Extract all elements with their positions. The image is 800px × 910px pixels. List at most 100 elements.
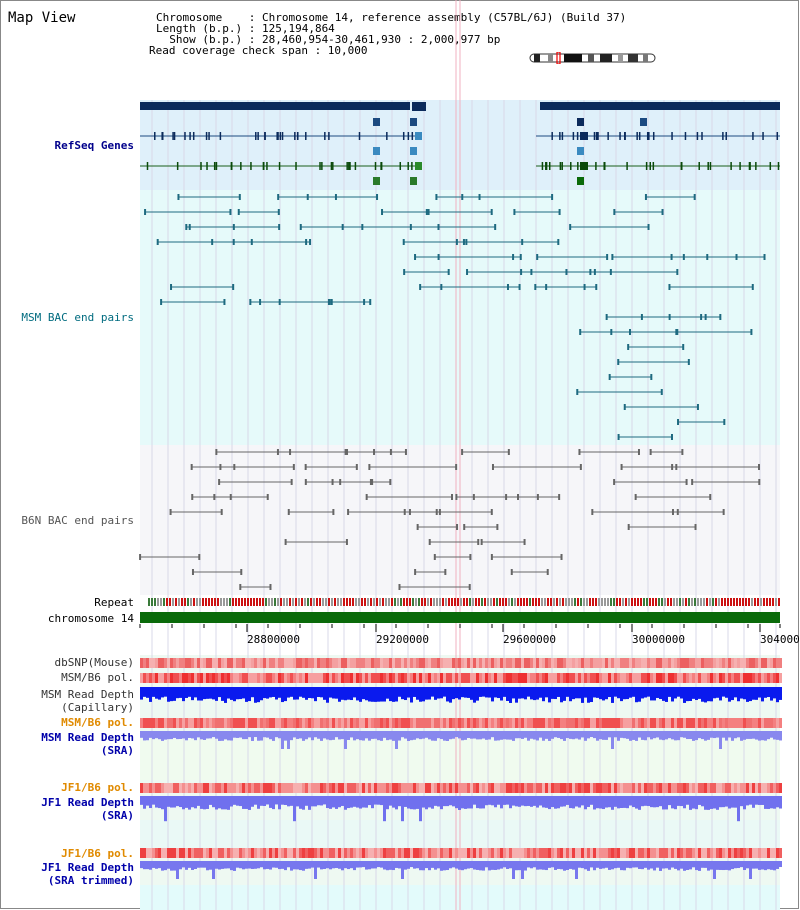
- msm-pol-sra-band: [482, 718, 485, 728]
- repeat-mark: [733, 598, 735, 606]
- msm-pol-sra-band: [545, 718, 548, 728]
- exon: [380, 162, 383, 170]
- dbsnp-band: [512, 658, 515, 668]
- jf1-depth-sra: [548, 796, 551, 810]
- jf1-depth-trimmed: [767, 861, 770, 870]
- dbsnp-band: [446, 658, 449, 668]
- msm-pol-band: [638, 673, 641, 683]
- msm-pol-band: [596, 673, 599, 683]
- dbsnp-band: [614, 658, 617, 668]
- b6n-end: [675, 464, 678, 470]
- jf1-depth-trimmed: [188, 861, 191, 868]
- repeat-mark: [778, 598, 780, 606]
- dbsnp-band: [212, 658, 215, 668]
- msm-pol-sra-band: [317, 718, 320, 728]
- b6n-end: [461, 449, 464, 455]
- msm-depth-sra: [623, 731, 626, 739]
- dbsnp-band: [143, 658, 146, 668]
- msm-pol-band: [281, 673, 284, 683]
- bac-end: [723, 419, 726, 425]
- dbsnp-band: [599, 658, 602, 668]
- repeat-mark: [523, 598, 525, 606]
- gene-marker: [373, 147, 380, 155]
- msm-pol-sra-band: [485, 718, 488, 728]
- msm-depth-capillary: [749, 687, 752, 702]
- jf1-pol-trim-band: [698, 848, 701, 858]
- repeat-mark: [388, 598, 390, 606]
- repeat-mark: [340, 598, 342, 606]
- msm-depth-capillary: [194, 687, 197, 698]
- jf1-depth-sra: [323, 796, 326, 805]
- msm-depth-capillary: [452, 687, 455, 700]
- msm-pol-band: [686, 673, 689, 683]
- repeat-mark: [601, 598, 603, 606]
- msm-pol-band: [365, 673, 368, 683]
- msm-depth-sra: [257, 731, 260, 741]
- chromosome-ideogram[interactable]: [528, 52, 658, 64]
- repeat-mark: [574, 598, 576, 606]
- jf1-pol-band: [413, 783, 416, 793]
- jf1-pol-trim-band: [710, 848, 713, 858]
- jf1-pol-trim-band: [401, 848, 404, 858]
- msm-depth-capillary: [158, 687, 161, 700]
- jf1-pol-band: [635, 783, 638, 793]
- msm-pol-sra-band: [476, 718, 479, 728]
- jf1-pol-trim-band: [617, 848, 620, 858]
- msm-pol-band: [380, 673, 383, 683]
- repeat-mark: [220, 598, 222, 606]
- jf1-depth-trimmed: [233, 861, 236, 871]
- repeat-mark: [205, 598, 207, 606]
- msm-pol-band: [632, 673, 635, 683]
- repeat-mark: [274, 598, 276, 606]
- dbsnp-band: [248, 658, 251, 668]
- msm-depth-sra: [395, 731, 398, 749]
- msm-depth-sra: [746, 731, 749, 739]
- jf1-depth-trimmed: [515, 861, 518, 871]
- jf1-depth-sra: [527, 796, 530, 806]
- jf1-pol-trim-band: [533, 848, 536, 858]
- msm-depth-capillary: [428, 687, 431, 700]
- jf1-depth-sra: [773, 796, 776, 809]
- jf1-pol-trim-band: [287, 848, 290, 858]
- msm-pol-band: [542, 673, 545, 683]
- msm-depth-capillary: [752, 687, 755, 700]
- jf1-pol-trim-band: [527, 848, 530, 858]
- jf1-depth-trimmed: [224, 861, 227, 869]
- msm-depth-sra: [383, 731, 386, 738]
- msm-pol-band: [284, 673, 287, 683]
- jf1-depth-trimmed: [542, 861, 545, 870]
- b6n-end: [444, 569, 447, 575]
- jf1-depth-sra: [212, 796, 215, 808]
- dbsnp-band: [461, 658, 464, 668]
- msm-depth-capillary: [335, 687, 338, 699]
- msm-depth-sra: [317, 731, 320, 739]
- dbsnp-band: [320, 658, 323, 668]
- repeat-mark: [331, 598, 333, 606]
- bac-end: [447, 269, 450, 275]
- msm-depth-capillary: [665, 687, 668, 702]
- msm-pol-band: [587, 673, 590, 683]
- exon: [250, 162, 252, 170]
- jf1-depth-trimmed: [413, 861, 416, 869]
- jf1-pol-trim-band: [278, 848, 281, 858]
- jf1-pol-band: [395, 783, 398, 793]
- msm-depth-capillary: [425, 687, 428, 700]
- msm-pol-band: [671, 673, 674, 683]
- msm-pol-sra-band: [620, 718, 623, 728]
- msm-pol-sra-band: [644, 718, 647, 728]
- jf1-pol-band: [512, 783, 515, 793]
- msm-pol-band: [602, 673, 605, 683]
- jf1-pol-trim-band: [506, 848, 509, 858]
- msm-depth-capillary: [521, 687, 524, 699]
- repeat-mark: [238, 598, 240, 606]
- msm-pol-sra-band: [608, 718, 611, 728]
- msm-depth-sra: [644, 731, 647, 741]
- repeat-mark: [715, 598, 717, 606]
- dbsnp-band: [422, 658, 425, 668]
- jf1-pol-band: [599, 783, 602, 793]
- msm-depth-capillary: [533, 687, 536, 701]
- jf1-depth-trimmed: [374, 861, 377, 869]
- msm-pol-sra-band: [518, 718, 521, 728]
- msm-depth-sra: [308, 731, 311, 738]
